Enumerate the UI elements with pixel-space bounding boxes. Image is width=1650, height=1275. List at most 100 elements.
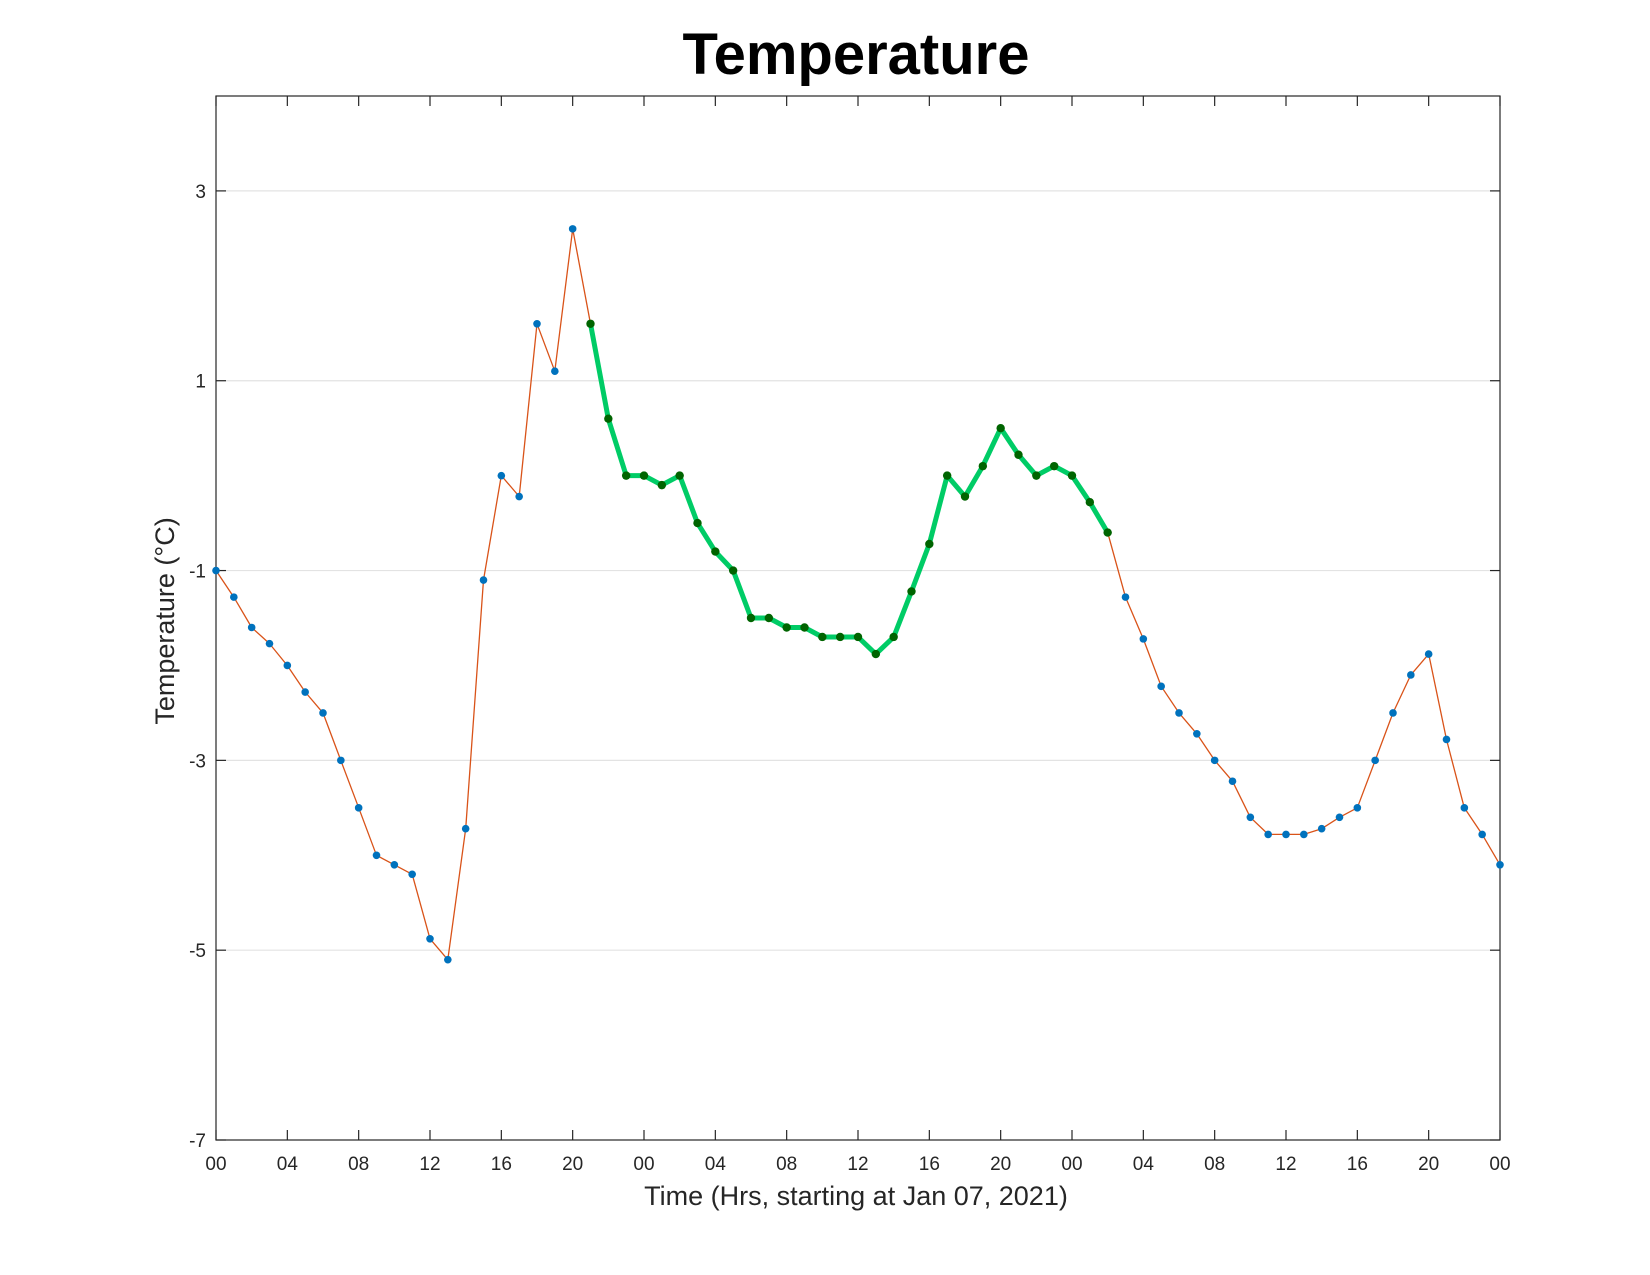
data-point [461, 824, 470, 833]
highlight-point [871, 649, 881, 659]
highlight-point [800, 623, 809, 632]
y-tick-label: 3 [195, 182, 206, 203]
data-point [1460, 804, 1469, 812]
data-point [1264, 830, 1272, 839]
data-point [247, 623, 256, 632]
highlighted-segment [586, 319, 1112, 659]
highlight-point [1014, 450, 1023, 459]
highlight-point [942, 471, 952, 480]
data-point [1353, 804, 1362, 812]
axes-frame [215, 95, 1501, 1141]
data-point [1371, 756, 1379, 765]
data-point [1407, 671, 1415, 679]
x-tick-label: 12 [1275, 1154, 1296, 1175]
x-axis-label: Time (Hrs, starting at Jan 07, 2021) [644, 1181, 1068, 1211]
data-point [1228, 777, 1237, 786]
highlight-point [621, 471, 631, 480]
highlight-point [711, 547, 720, 556]
data-point [337, 756, 345, 765]
y-tick-label: 1 [195, 372, 206, 393]
chart-title: Temperature [682, 22, 1029, 87]
highlight-point [1067, 471, 1077, 480]
x-tick-label: 16 [1347, 1154, 1368, 1175]
data-point [301, 688, 309, 696]
highlight-point [907, 587, 916, 596]
data-point [1317, 824, 1326, 833]
data-point [1157, 682, 1165, 691]
highlight-point [746, 613, 756, 623]
highlight-point [586, 319, 595, 328]
data-point [390, 860, 399, 869]
x-tick-label: 16 [491, 1154, 512, 1175]
data-point [551, 367, 559, 376]
highlight-point [1049, 461, 1059, 471]
highlight-point [604, 414, 613, 423]
highlight-point [960, 492, 970, 501]
data-point [1193, 729, 1201, 738]
data-point [1389, 709, 1397, 717]
highlight-line [588, 323, 1110, 657]
data-point [1246, 813, 1255, 822]
data-point [354, 804, 363, 812]
data-point [515, 492, 523, 501]
x-tick-label: 00 [1489, 1154, 1510, 1175]
data-point [426, 934, 434, 943]
highlight-point [1085, 498, 1095, 507]
highlight-point [889, 632, 898, 642]
x-tick-label: 20 [562, 1154, 583, 1175]
data-point [1282, 830, 1290, 839]
highlight-point [835, 632, 845, 642]
y-tick-label: -7 [189, 1131, 206, 1152]
x-tick-label: 00 [205, 1154, 226, 1175]
x-tick-label: 00 [633, 1154, 654, 1175]
highlight-point [1103, 528, 1112, 537]
data-point [568, 225, 577, 233]
data-point [1442, 735, 1451, 744]
highlight-point [925, 539, 934, 549]
data-point [319, 709, 327, 717]
highlight-point [1032, 471, 1041, 480]
x-tick-label: 04 [705, 1154, 727, 1175]
highlight-point [693, 518, 702, 528]
y-tick-label: -5 [189, 941, 206, 962]
data-point [533, 319, 541, 328]
x-tick-label: 08 [348, 1154, 369, 1175]
data-point [1335, 813, 1344, 822]
data-point [444, 955, 452, 964]
x-tick-label: 08 [776, 1154, 797, 1175]
highlight-point [818, 632, 827, 642]
x-tick-label: 04 [1133, 1154, 1155, 1175]
x-tick-label: 16 [919, 1154, 940, 1175]
highlight-point [764, 613, 774, 623]
x-tick-label: 12 [847, 1154, 868, 1175]
x-tick-label: 20 [990, 1154, 1011, 1175]
data-point [1121, 593, 1130, 601]
highlight-point [728, 566, 738, 575]
data-point [497, 471, 506, 480]
x-tick-label: 12 [419, 1154, 440, 1175]
data-point [1139, 635, 1148, 643]
data-point [1478, 830, 1486, 839]
y-tick-label: -3 [189, 751, 206, 772]
data-point [479, 576, 488, 584]
axis-ticks: 00 04 08 12 16 20 00 04 08 12 16 20 00 04 08 12 16 20 00-7… [189, 96, 1511, 1175]
highlight-point [782, 623, 791, 632]
x-tick-label: 00 [1061, 1154, 1082, 1175]
highlight-point [996, 423, 1005, 433]
data-point [230, 593, 238, 601]
x-tick-label: 08 [1204, 1154, 1225, 1175]
data-point [1496, 860, 1504, 869]
data-point [408, 870, 416, 879]
data-series [212, 225, 1504, 964]
data-point [1424, 650, 1433, 658]
data-point [265, 639, 274, 648]
highlight-point [853, 632, 863, 642]
data-point [1210, 756, 1219, 765]
data-point [1300, 830, 1308, 839]
data-point [1175, 709, 1183, 717]
x-tick-label: 20 [1418, 1154, 1439, 1175]
data-point [283, 661, 292, 670]
plot-area-border [215, 95, 1501, 1141]
y-tick-label: -1 [189, 562, 206, 583]
